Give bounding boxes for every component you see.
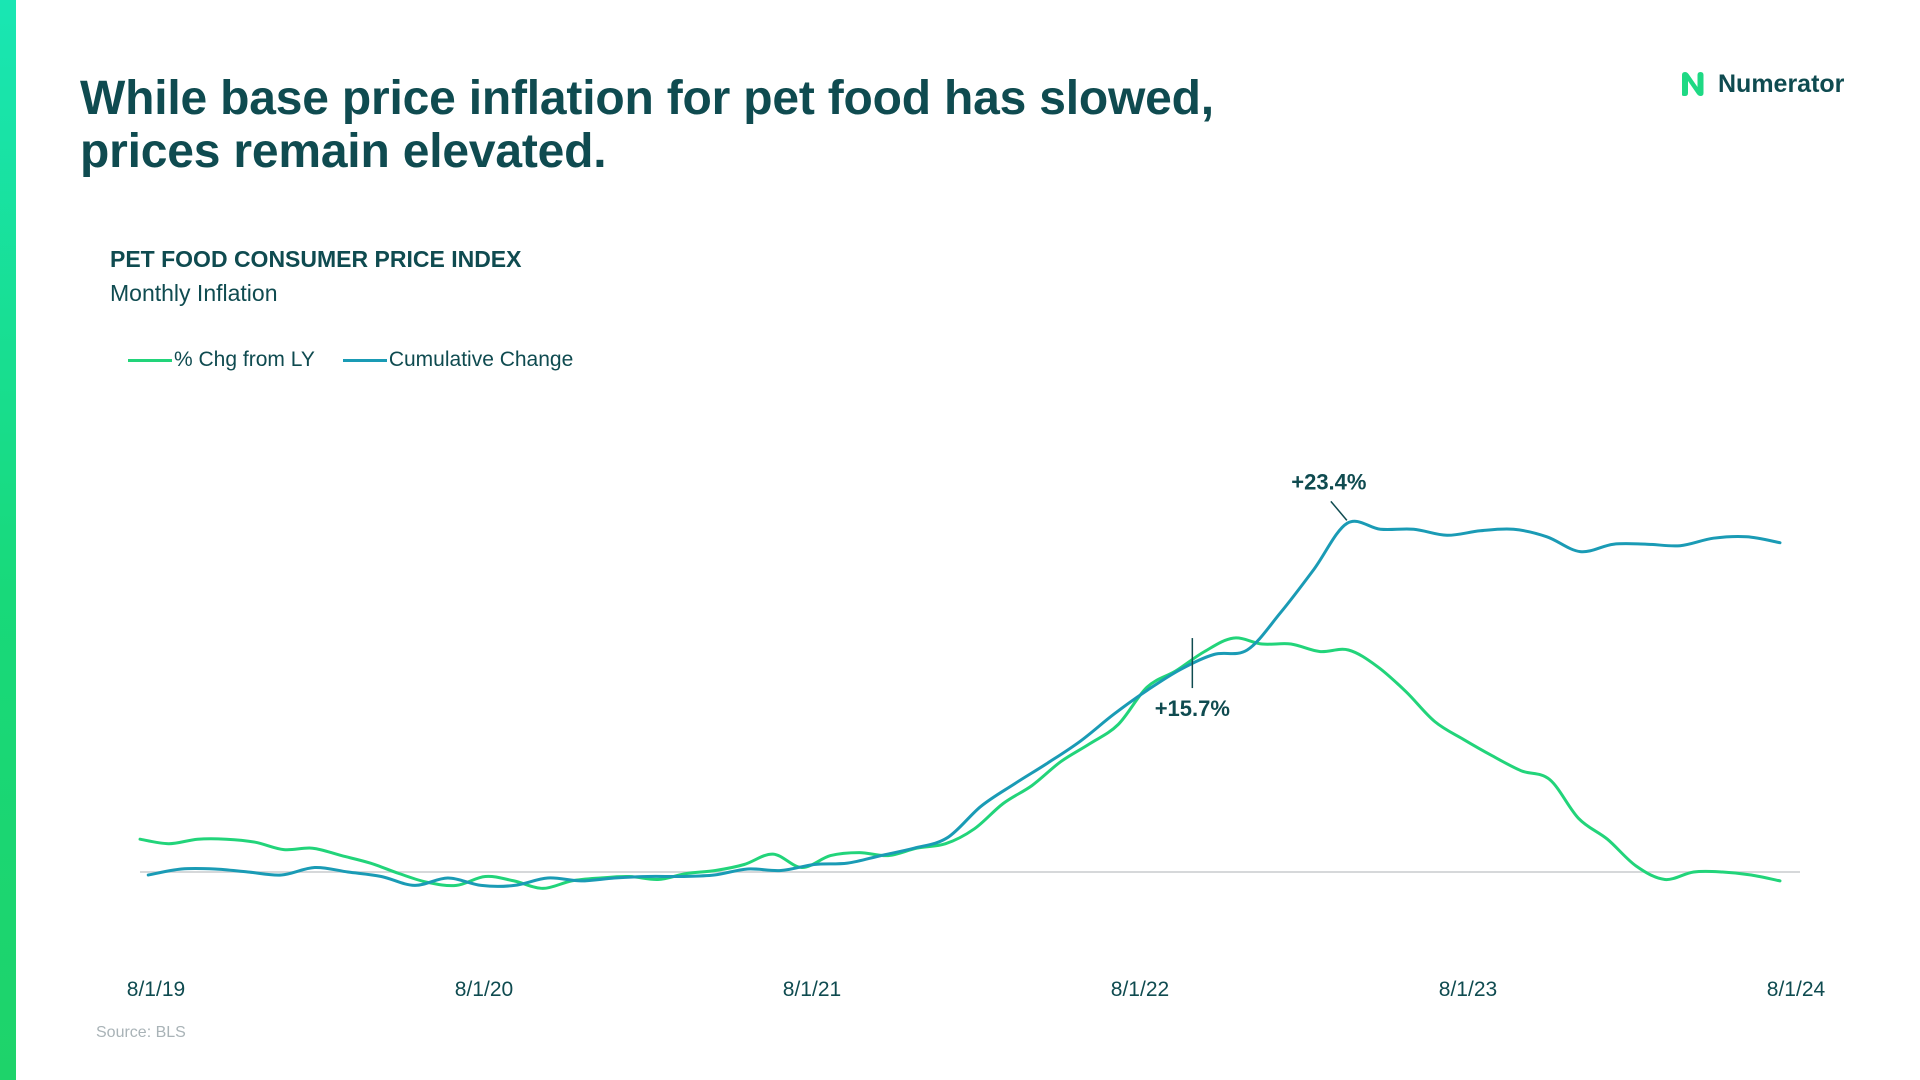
series-line-cumulative <box>146 519 1782 888</box>
chart-subtitle: Monthly Inflation <box>110 280 278 306</box>
chart-title: PET FOOD CONSUMER PRICE INDEX <box>110 246 522 272</box>
numerator-logo: Numerator <box>1678 66 1844 102</box>
numerator-logo-icon <box>1682 72 1704 96</box>
x-tick-label: 8/1/19 <box>127 978 185 1001</box>
legend-swatch-green <box>128 358 172 362</box>
x-tick-label: 8/1/23 <box>1439 978 1497 1001</box>
legend-swatch-teal <box>342 358 387 362</box>
headline-line-1: While base price inflation for pet food … <box>80 72 1214 125</box>
headline-line-2: prices remain elevated. <box>80 125 607 178</box>
legend-item-pct-change: % Chg from LY <box>128 348 315 372</box>
accent-bar <box>0 0 16 1080</box>
brand-name: Numerator <box>1718 69 1845 98</box>
annotation-leader-cumulative <box>1330 500 1348 521</box>
legend-label-pct-change: % Chg from LY <box>174 348 315 371</box>
series-line-pct-change <box>138 636 1782 890</box>
slide-headline: While base price inflation for pet food … <box>80 72 1380 178</box>
source-note: Source: BLS <box>96 1024 186 1041</box>
x-tick-label: 8/1/21 <box>783 978 841 1001</box>
x-tick-label: 8/1/20 <box>455 978 513 1001</box>
legend-label-cumulative: Cumulative Change <box>388 348 574 371</box>
annotation-label-cumulative: +23.4% <box>1291 469 1366 494</box>
x-tick-label: 8/1/24 <box>1767 978 1826 1001</box>
x-tick-label: 8/1/22 <box>1111 978 1169 1001</box>
chart-legend: % Chg from LY Cumulative Change <box>128 348 573 372</box>
annotation-label-pct-change: +15.7% <box>1155 696 1230 721</box>
legend-item-cumulative: Cumulative Change <box>342 348 574 372</box>
